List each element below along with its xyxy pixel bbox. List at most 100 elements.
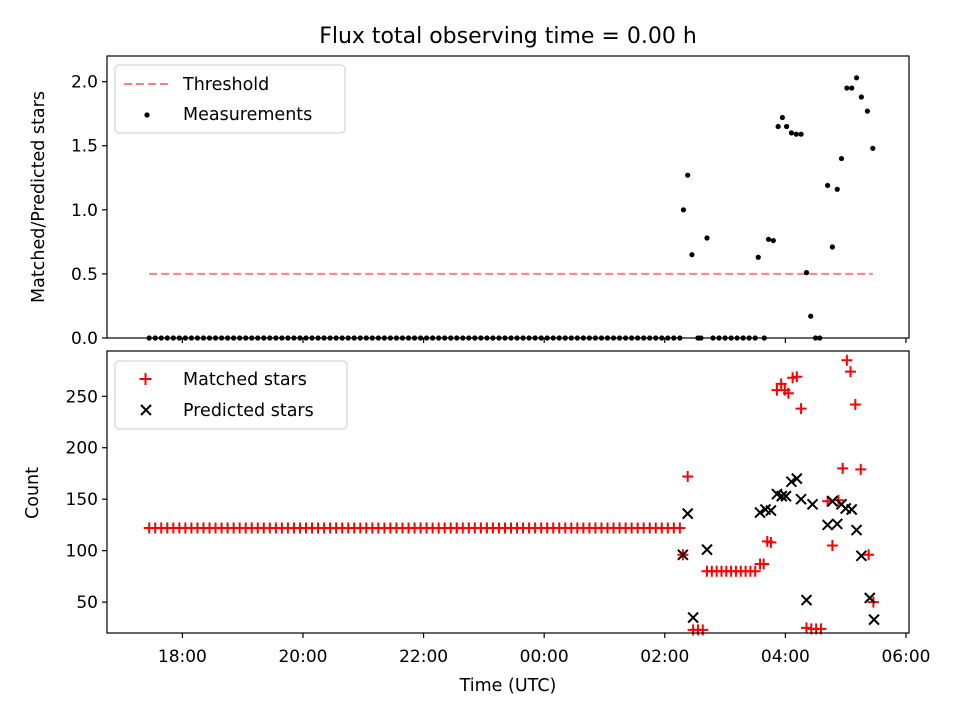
predicted-star-marker	[681, 507, 694, 520]
matched-star-marker	[837, 462, 849, 474]
top-y-tick-label: 1.0	[71, 201, 98, 221]
predicted-star-marker	[821, 519, 834, 531]
bottom-y-tick-label: 100	[66, 542, 98, 562]
top-legend: Threshold Measurements	[114, 64, 346, 134]
measurement-point	[870, 145, 876, 151]
bottom-marks	[143, 354, 880, 636]
measurement-point	[824, 182, 831, 189]
matched-star-marker	[758, 558, 770, 570]
x-tick-label: 04:00	[761, 647, 810, 667]
measurement-point	[770, 237, 776, 244]
matched-star-marker	[855, 463, 867, 475]
x-tick-label: 18:00	[158, 647, 207, 667]
measurement-point	[849, 85, 855, 91]
x-tick-label: 02:00	[640, 647, 689, 667]
top-y-tick-label: 0.5	[71, 265, 98, 285]
matched-star-marker	[826, 540, 838, 552]
predicted-star-marker	[687, 611, 699, 624]
top-axes: 0.0 0.5 1.0 1.5 2.0	[71, 73, 907, 349]
measurement-point	[793, 131, 799, 137]
measurement-point	[864, 108, 870, 114]
matched-star-marker	[800, 622, 812, 634]
legend-threshold-label: Threshold	[182, 75, 269, 95]
bottom-y-label: Count	[23, 467, 43, 519]
bottom-y-tick-label: 150	[66, 490, 98, 510]
x-tick-label: 06:00	[881, 647, 930, 667]
measurement-point	[844, 85, 850, 91]
chart-title: Flux total observing time = 0.00 h	[319, 24, 697, 49]
legend-predicted-label: Predicted stars	[183, 401, 314, 421]
measurement-point	[838, 155, 845, 162]
matched-star-marker	[849, 399, 861, 411]
measurement-point	[775, 123, 781, 130]
bottom-y-tick-label: 200	[66, 439, 98, 459]
measurement-point	[788, 130, 795, 136]
predicted-star-marker	[831, 518, 843, 530]
predicted-star-marker	[855, 550, 868, 562]
measurement-point	[834, 186, 840, 192]
x-axis-label: Time (UTC)	[459, 676, 557, 696]
measurement-point	[808, 313, 814, 319]
measurement-point	[798, 131, 804, 137]
top-y-tick-label: 2.0	[71, 73, 98, 93]
measurement-point	[685, 172, 691, 178]
top-y-tick-label: 1.5	[71, 137, 98, 157]
predicted-star-marker	[800, 594, 813, 606]
measurement-point	[765, 236, 772, 242]
matched-star-marker	[749, 565, 761, 577]
bottom-panel: 18:00 20:00 22:00 00:00 02:00 04:00 06:00 50 100…	[23, 350, 931, 696]
bottom-y-tick-label: 250	[66, 387, 98, 407]
predicted-star-marker	[765, 504, 777, 517]
x-tick-label: 20:00	[278, 647, 327, 667]
measurement-point	[704, 235, 710, 241]
predicted-star-marker	[795, 493, 807, 505]
predicted-star-marker	[846, 503, 858, 516]
predicted-star-marker	[806, 498, 819, 511]
predicted-star-marker	[791, 472, 803, 485]
measurement-point	[779, 114, 785, 121]
bottom-frame	[106, 350, 910, 634]
legend-matched-label: Matched stars	[183, 370, 307, 390]
predicted-star-marker	[776, 490, 788, 502]
measurement-point	[755, 254, 761, 260]
measurement-point	[680, 207, 687, 213]
top-y-tick-label: 0.0	[71, 329, 98, 349]
legend-measurements-swatch	[144, 112, 150, 118]
top-legend-box	[114, 64, 346, 134]
bottom-axes: 18:00 20:00 22:00 00:00 02:00 04:00 06:00 50 100…	[66, 387, 931, 667]
matched-star-marker	[775, 378, 787, 390]
matched-star-marker	[845, 366, 857, 378]
predicted-star-marker	[850, 524, 863, 536]
measurement-point	[689, 252, 695, 258]
legend-predicted-swatch	[140, 404, 152, 416]
measurement-point	[858, 94, 864, 100]
matched-star-marker	[682, 471, 694, 483]
matched-star-marker	[841, 354, 853, 366]
predicted-star-marker	[864, 592, 876, 604]
measurement-point	[803, 270, 810, 276]
predicted-star-marker	[677, 549, 689, 561]
predicted-star-marker	[754, 506, 766, 519]
matched-star-marker	[791, 371, 803, 383]
matched-star-marker	[782, 387, 794, 399]
predicted-star-marker	[780, 490, 792, 502]
measurement-point	[853, 75, 860, 81]
matched-star-marker	[765, 536, 777, 548]
bottom-y-tick-label: 50	[76, 593, 98, 613]
legend-matched-swatch	[139, 373, 152, 385]
matched-star-marker	[674, 522, 686, 534]
predicted-star-marker	[826, 495, 839, 507]
bottom-legend-box	[114, 360, 348, 430]
legend-measurements-label: Measurements	[183, 105, 312, 125]
predicted-star-marker	[868, 613, 880, 626]
measurement-point	[783, 123, 790, 130]
matched-star-marker	[863, 549, 875, 561]
predicted-star-marker	[785, 476, 798, 488]
top-panel: 0.00.51.01.52.0 Matched/Predicted stars …	[29, 55, 910, 349]
bottom-legend: Matched stars Predicted stars	[114, 360, 348, 430]
measurement-point	[829, 244, 836, 250]
top-frame	[106, 55, 910, 339]
predicted-star-marker	[701, 543, 713, 556]
top-y-label: Matched/Predicted stars	[29, 91, 49, 303]
